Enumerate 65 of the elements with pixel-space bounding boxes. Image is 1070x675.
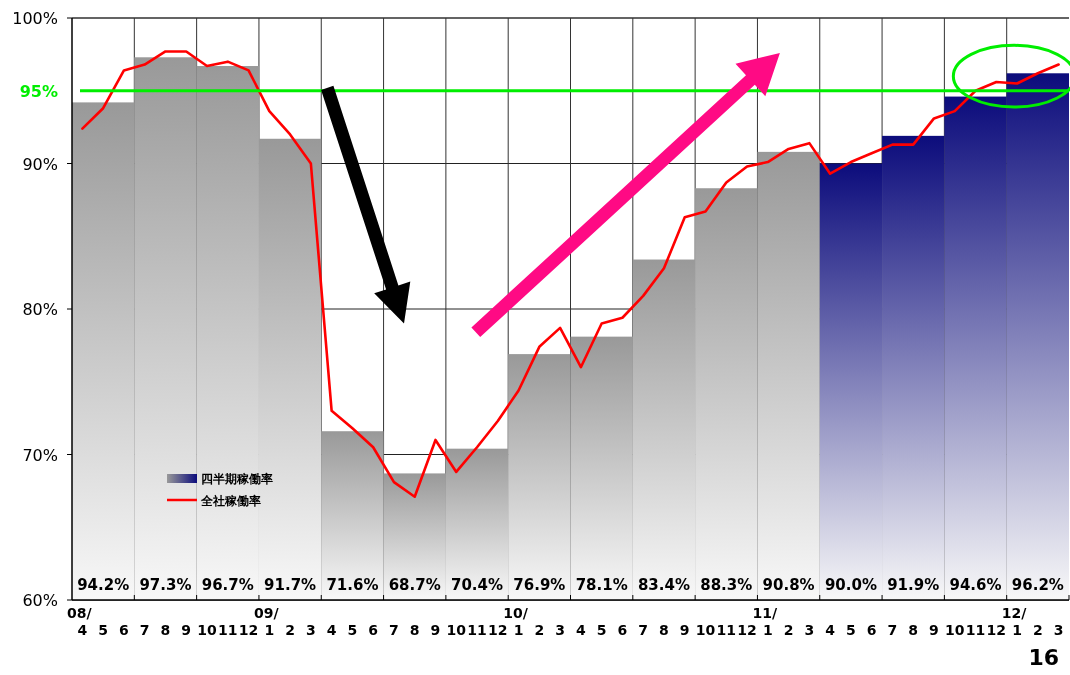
x-tick-label: 4 — [326, 622, 337, 638]
x-tick-label: 3 — [555, 622, 565, 638]
data-label: 78.1% — [575, 576, 628, 594]
x-tick-label: 3 — [804, 622, 815, 638]
x-tick-label: 6 — [617, 622, 628, 638]
x-tick-label: 10 — [446, 622, 467, 638]
x-tick-label: 5 — [98, 622, 109, 638]
x-tick-label: 2 — [285, 622, 295, 638]
x-tick-label: 8 — [409, 622, 420, 638]
x-tick-label: 9 — [679, 622, 690, 638]
x-tick-label: 3 — [305, 622, 316, 638]
data-label: 76.9% — [513, 576, 566, 594]
x-tick-label: 11 — [218, 622, 238, 638]
x-tick-label: 7 — [638, 622, 649, 638]
x-tick-label: 08/ 4 — [67, 605, 93, 638]
x-tick-label: 8 — [659, 622, 669, 638]
data-label: 94.6% — [949, 576, 1002, 594]
y-tick-label: 90% — [22, 154, 58, 174]
x-tick-label: 3 — [1053, 622, 1064, 638]
x-tick-label: 9 — [430, 622, 441, 638]
x-tick-label: 6 — [866, 622, 877, 638]
data-label: 91.9% — [887, 576, 940, 594]
text: 16 — [1028, 645, 1059, 670]
x-tick-label: 10 — [695, 622, 716, 638]
x-tick-label: 2 — [534, 622, 545, 638]
x-tick-label: 4 — [576, 622, 587, 638]
data-label: 90.0% — [824, 576, 877, 594]
data-label: 88.3% — [700, 576, 753, 594]
x-tick-label: 7 — [139, 622, 150, 638]
x-tick-label: 5 — [596, 622, 607, 638]
data-label: 70.4% — [451, 576, 504, 594]
x-tick-label: 10 — [197, 622, 218, 638]
x-tick-label: 2 — [783, 622, 794, 638]
y-tick-label: 80% — [22, 300, 58, 319]
data-label: 71.6% — [326, 576, 379, 594]
x-tick-label: 8 — [160, 622, 171, 638]
data-label: 90.8% — [762, 576, 815, 594]
x-tick-label: 5 — [347, 622, 358, 638]
ref-line-label: 95% — [19, 81, 58, 101]
x-tick-label: 11 — [965, 622, 986, 638]
x-tick-label: 8 — [908, 622, 919, 638]
x-tick-label: 9 — [929, 622, 939, 638]
x-tick-label: 6 — [368, 622, 379, 638]
x-tick-label: 11 — [716, 622, 737, 638]
y-tick-label: 60% — [22, 591, 58, 610]
legend-label: 全社稼働率 — [200, 494, 261, 508]
data-label: 94.2% — [77, 576, 130, 594]
y-tick-label: 100% — [12, 9, 58, 28]
x-tick-label: 7 — [389, 622, 399, 638]
x-tick-label: 9 — [181, 622, 192, 638]
legend-label: 四半期稼働率 — [201, 472, 273, 486]
data-label: 91.7% — [264, 576, 317, 594]
data-label: 68.7% — [388, 576, 441, 594]
data-label: 96.7% — [201, 576, 254, 594]
data-label: 96.2% — [1011, 576, 1064, 594]
x-tick-label: 7 — [887, 622, 898, 638]
y-tick-label: 70% — [22, 445, 58, 465]
x-tick-label: 4 — [825, 622, 836, 638]
x-tick-label: 5 — [846, 622, 856, 638]
x-tick-label: 11 — [467, 622, 487, 638]
x-tick-label: 10 — [945, 622, 965, 638]
data-label: 83.4% — [637, 576, 690, 594]
x-tick-label: 6 — [119, 622, 129, 638]
x-tick-label: 2 — [1032, 622, 1043, 638]
data-label: 97.3% — [139, 576, 192, 594]
